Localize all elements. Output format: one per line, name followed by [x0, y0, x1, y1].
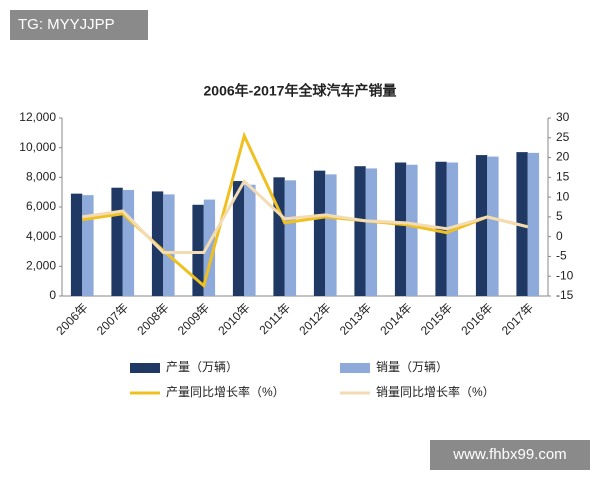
y-tick-label: 12,000 — [19, 110, 56, 124]
watermark: www.fhbx99.com — [452, 446, 566, 463]
y-tick-label: 6,000 — [26, 199, 56, 213]
legend-label: 产量同比增长率（%） — [166, 384, 285, 399]
bar — [313, 170, 326, 296]
y-tick-label: 10,000 — [19, 140, 56, 154]
y2-tick-label: -15 — [556, 288, 574, 302]
legend-label: 销量（万辆） — [376, 360, 448, 374]
legend-swatch — [340, 363, 370, 373]
y2-tick-label: 10 — [556, 189, 570, 203]
legend-label: 销量同比增长率（%） — [376, 384, 495, 399]
watermark-box — [430, 440, 590, 470]
bar — [203, 199, 216, 296]
bar — [82, 195, 94, 296]
watermark: TG: MYYJJPP — [18, 16, 115, 33]
line — [82, 178, 529, 254]
bar — [527, 152, 540, 296]
bar — [354, 166, 366, 296]
chart-title: 2006年-2017年全球汽车产销量 — [204, 83, 397, 99]
y2-tick-label: 30 — [556, 110, 570, 124]
bar — [325, 174, 337, 296]
bar — [122, 189, 135, 296]
y2-tick-label: 15 — [556, 170, 570, 184]
bar — [163, 194, 175, 296]
y-tick-label: 4,000 — [26, 229, 56, 243]
legend-swatch — [130, 363, 160, 373]
y2-tick-label: -5 — [556, 249, 567, 263]
y2-tick-label: 25 — [556, 130, 570, 144]
bar — [244, 184, 256, 296]
y2-tick-label: 0 — [556, 229, 563, 243]
bar — [70, 193, 83, 296]
y-tick-label: 0 — [49, 288, 56, 302]
y2-tick-label: 20 — [556, 150, 570, 164]
bar — [475, 155, 488, 296]
bar — [394, 162, 407, 296]
bar — [284, 180, 297, 296]
bar — [487, 156, 499, 296]
bar — [406, 164, 418, 296]
y2-tick-label: 5 — [556, 209, 563, 223]
y-tick-label: 2,000 — [26, 259, 56, 273]
bar — [273, 177, 285, 296]
watermark-box — [10, 10, 148, 40]
bar — [111, 187, 123, 296]
y2-tick-label: -10 — [556, 268, 574, 282]
legend-label: 产量（万辆） — [166, 360, 238, 374]
bar — [365, 168, 378, 296]
bar — [192, 204, 204, 296]
y-tick-label: 8,000 — [26, 170, 56, 184]
bar — [232, 181, 245, 296]
